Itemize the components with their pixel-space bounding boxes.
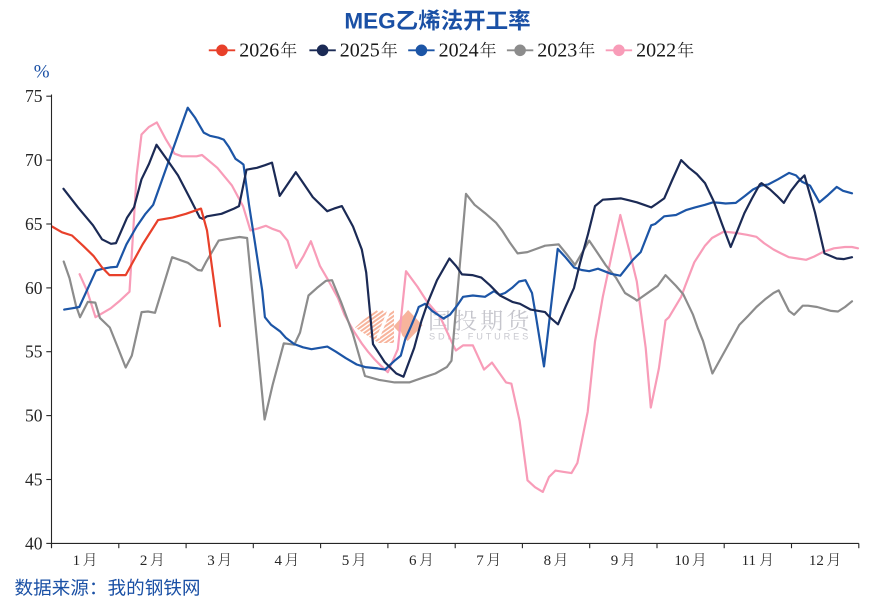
svg-text:60: 60	[25, 278, 43, 298]
svg-text:75: 75	[25, 86, 43, 106]
svg-text:3: 3	[207, 553, 215, 569]
svg-text:7: 7	[476, 553, 484, 569]
svg-text:55: 55	[25, 342, 43, 362]
svg-text:1: 1	[73, 553, 81, 569]
svg-text:%: %	[34, 61, 50, 82]
svg-text:50: 50	[25, 406, 43, 426]
svg-text:65: 65	[25, 214, 43, 234]
svg-text:2022: 2022	[636, 39, 676, 61]
svg-text:40: 40	[25, 533, 43, 553]
svg-text:45: 45	[25, 470, 43, 490]
svg-text:SDIC FUTURES: SDIC FUTURES	[429, 332, 531, 342]
svg-text:4: 4	[275, 553, 283, 569]
svg-text:2: 2	[140, 553, 148, 569]
svg-text:2025: 2025	[340, 39, 380, 61]
svg-text:11: 11	[742, 553, 756, 569]
svg-text:10: 10	[674, 553, 689, 569]
svg-text:9: 9	[611, 553, 619, 569]
svg-text:12: 12	[809, 553, 824, 569]
svg-text:2026: 2026	[239, 39, 279, 61]
svg-text:MEG: MEG	[344, 9, 395, 34]
svg-text:8: 8	[544, 553, 552, 569]
svg-text:70: 70	[25, 150, 43, 170]
svg-text:6: 6	[409, 553, 417, 569]
svg-text:5: 5	[342, 553, 350, 569]
svg-text:2023: 2023	[537, 39, 577, 61]
svg-text:2024: 2024	[439, 39, 479, 61]
